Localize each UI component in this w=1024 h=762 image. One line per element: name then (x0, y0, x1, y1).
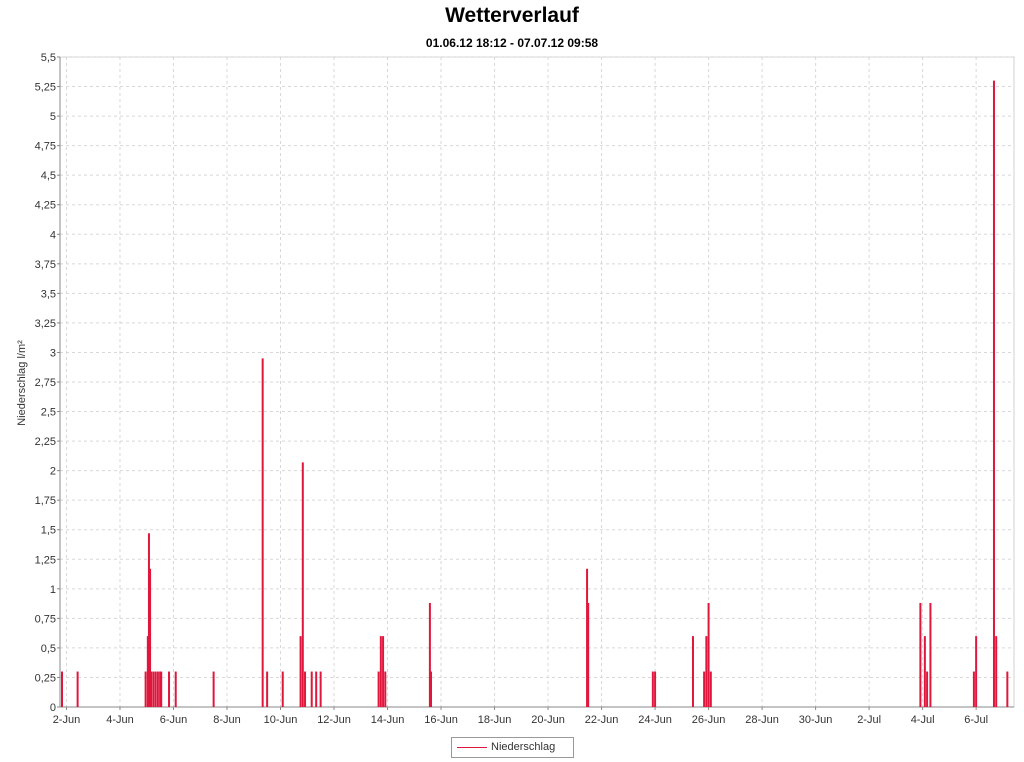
legend-label: Niederschlag (491, 741, 556, 753)
y-tick-label: 4,5 (41, 170, 56, 182)
y-tick-label: 4,25 (35, 200, 56, 212)
y-tick-label: 2,25 (35, 436, 56, 448)
x-tick-label: 10-Jun (264, 714, 298, 726)
y-tick-label: 4 (50, 229, 56, 241)
x-tick-label: 4-Jun (106, 714, 134, 726)
y-tick-label: 0,25 (35, 672, 56, 684)
grid-lines (59, 56, 1015, 708)
y-tick-label: 0,5 (41, 643, 56, 655)
chart-subtitle: 01.06.12 18:12 - 07.07.12 09:58 (425, 36, 599, 50)
x-tick-label: 28-Jun (745, 714, 779, 726)
y-tick-label: 0,75 (35, 613, 56, 625)
y-tick-label: 3,25 (35, 318, 56, 330)
y-tick-label: 5 (50, 111, 56, 123)
chart-title: Wetterverlauf (445, 4, 579, 27)
y-tick-label: 4,75 (35, 141, 56, 153)
y-axis: 0 0,25 0,5 0,75 1 1,25 1,5 1,75 2 2,25 2,5 2,75 3 3,2… (35, 52, 61, 714)
x-tick-label: 6-Jun (160, 714, 188, 726)
x-tick-label: 14-Jun (371, 714, 405, 726)
y-tick-label: 5,5 (41, 52, 56, 64)
legend: Niederschlag (451, 737, 574, 758)
x-tick-label: 24-Jun (638, 714, 672, 726)
y-tick-label: 1,75 (35, 495, 56, 507)
chart-area: 0 0,25 0,5 0,75 1 1,25 1,5 1,75 2 2,25 2,5 2,75 3 3,2… (16, 52, 1015, 726)
x-tick-label: 30-Jun (799, 714, 833, 726)
x-tick-label: 12-Jun (317, 714, 351, 726)
legend-swatch (457, 747, 487, 748)
x-tick-label: 22-Jun (585, 714, 619, 726)
y-tick-label: 3,75 (35, 259, 56, 271)
x-tick-label: 6-Jul (964, 714, 988, 726)
y-tick-label: 2,5 (41, 407, 56, 419)
x-tick-label: 26-Jun (692, 714, 726, 726)
x-tick-label: 8-Jun (213, 714, 241, 726)
y-axis-label: Niederschlag l/m² (16, 340, 28, 426)
y-tick-label: 1,25 (35, 554, 56, 566)
x-tick-label: 2-Jul (857, 714, 881, 726)
x-tick-label: 20-Jun (531, 714, 565, 726)
series-niederschlag (61, 80, 1009, 707)
y-tick-label: 3 (50, 347, 56, 359)
y-tick-label: 0 (50, 702, 56, 714)
y-tick-label: 2 (50, 466, 56, 478)
y-tick-label: 3,5 (41, 288, 56, 300)
y-tick-label: 5,25 (35, 82, 56, 94)
x-tick-label: 2-Jun (53, 714, 81, 726)
y-tick-label: 1,5 (41, 525, 56, 537)
y-tick-label: 1 (50, 584, 56, 596)
y-tick-label: 2,75 (35, 377, 56, 389)
x-tick-label: 4-Jul (911, 714, 935, 726)
x-axis: 2-Jun 4-Jun 6-Jun 8-Jun 10-Jun 12-Jun 14-Jun 16… (53, 706, 1014, 726)
x-tick-label: 16-Jun (424, 714, 458, 726)
x-tick-label: 18-Jun (478, 714, 512, 726)
